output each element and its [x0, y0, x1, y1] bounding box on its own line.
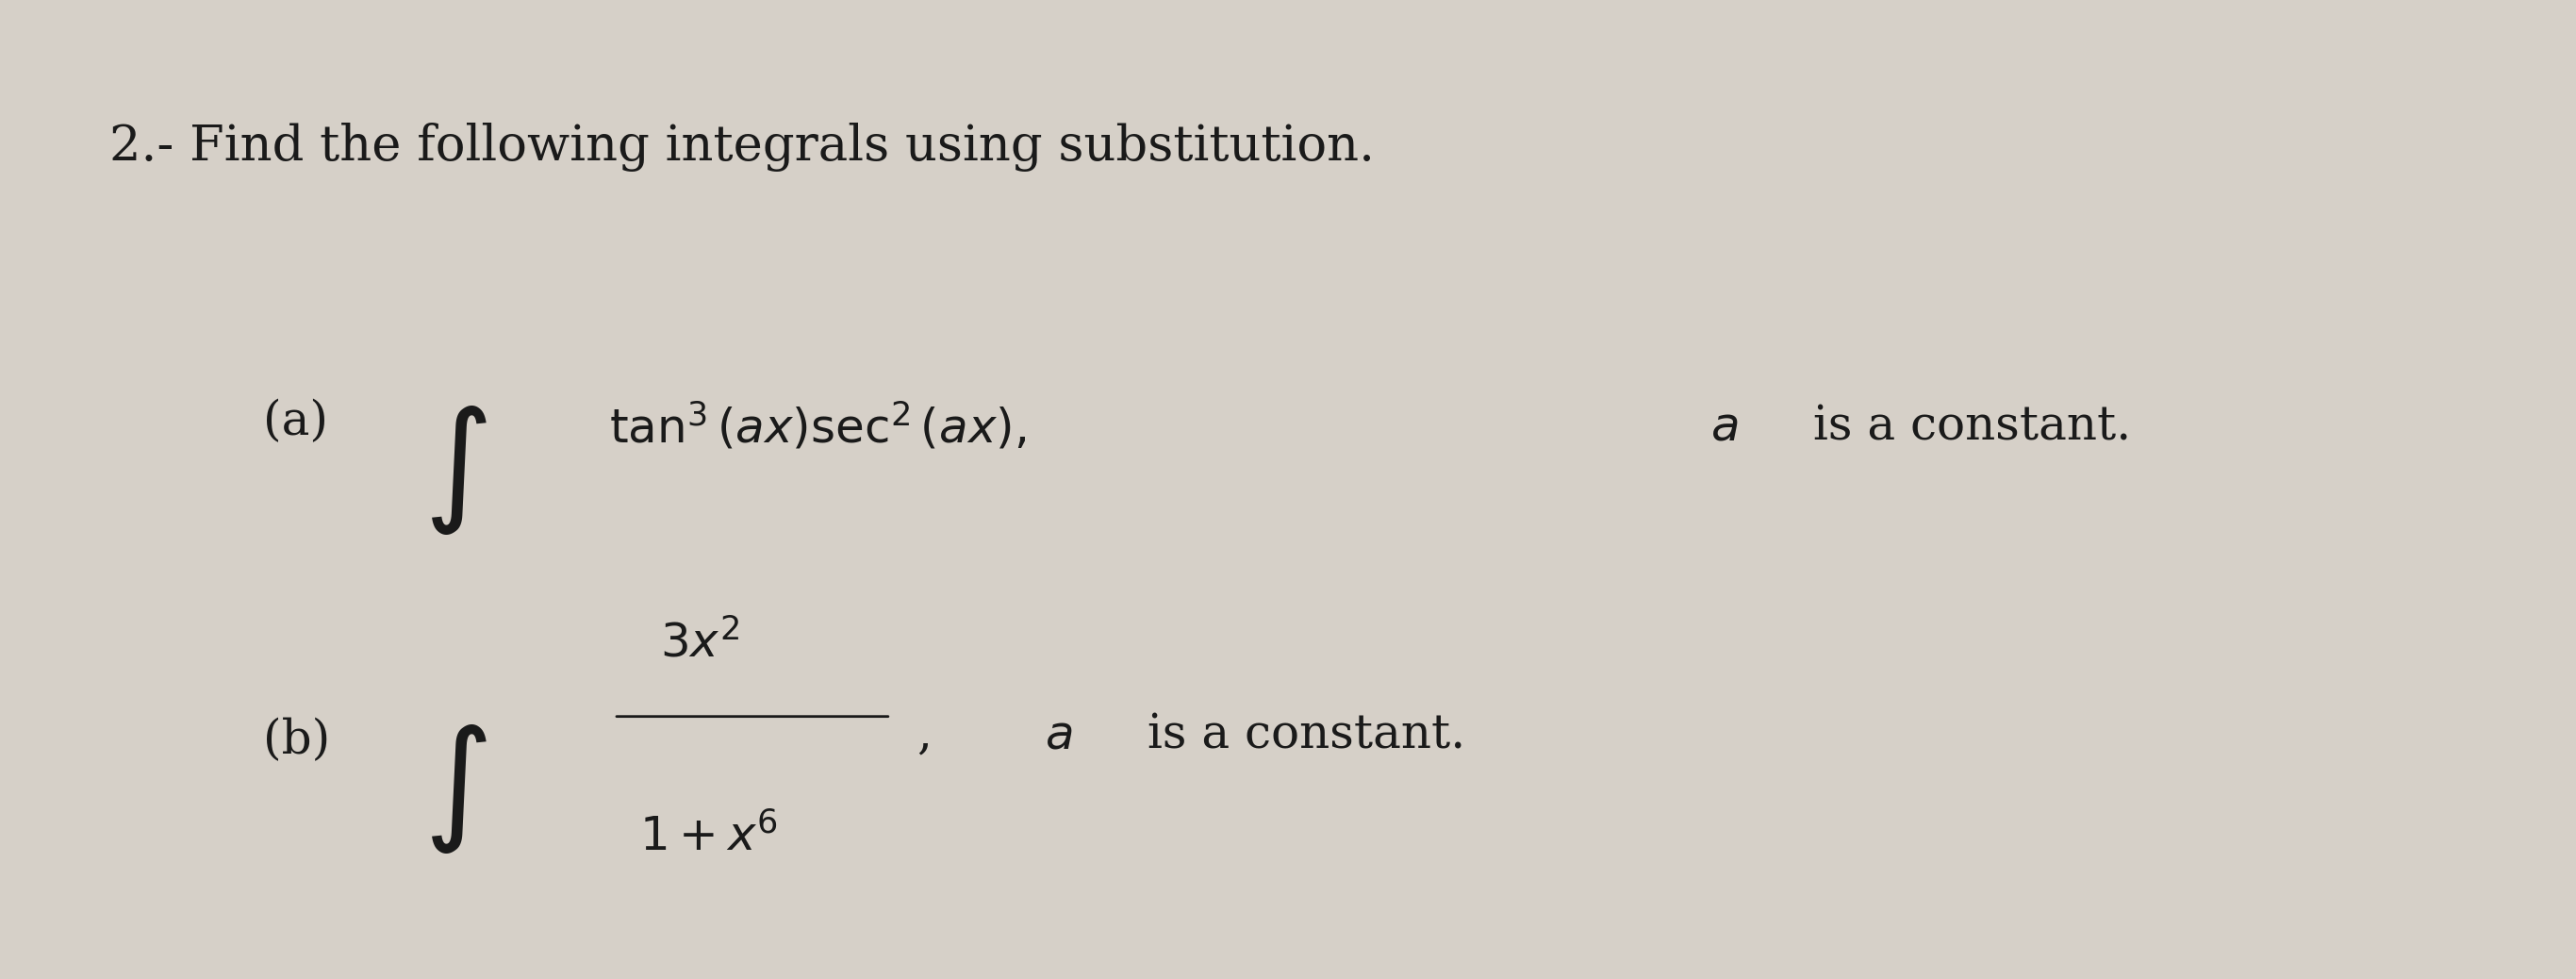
Text: $\tan^3(ax)\sec^2(ax),$: $\tan^3(ax)\sec^2(ax),$ — [608, 400, 1025, 452]
Text: $\int$: $\int$ — [422, 723, 487, 856]
Text: is a constant.: is a constant. — [1814, 403, 2130, 450]
Text: $\int$: $\int$ — [422, 403, 487, 536]
Text: $3x^2$: $3x^2$ — [659, 621, 739, 668]
Text: $a$: $a$ — [1043, 713, 1072, 759]
Text: (b): (b) — [263, 718, 330, 764]
Text: ,: , — [917, 713, 933, 759]
Text: $1 + x^6$: $1 + x^6$ — [639, 814, 778, 861]
Text: (a): (a) — [263, 398, 327, 445]
Text: 2.- Find the following integrals using substitution.: 2.- Find the following integrals using s… — [108, 122, 1376, 171]
Text: $a$: $a$ — [1710, 403, 1739, 450]
Text: is a constant.: is a constant. — [1146, 713, 1466, 759]
